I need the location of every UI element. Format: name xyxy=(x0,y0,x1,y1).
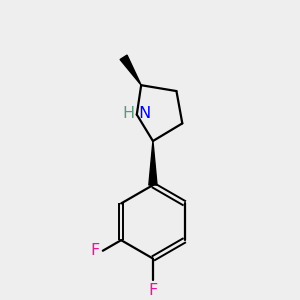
Text: F: F xyxy=(148,283,158,298)
Polygon shape xyxy=(149,141,157,185)
Text: F: F xyxy=(90,243,99,258)
Text: N: N xyxy=(134,106,152,121)
Polygon shape xyxy=(120,55,141,85)
Text: H: H xyxy=(122,106,134,121)
